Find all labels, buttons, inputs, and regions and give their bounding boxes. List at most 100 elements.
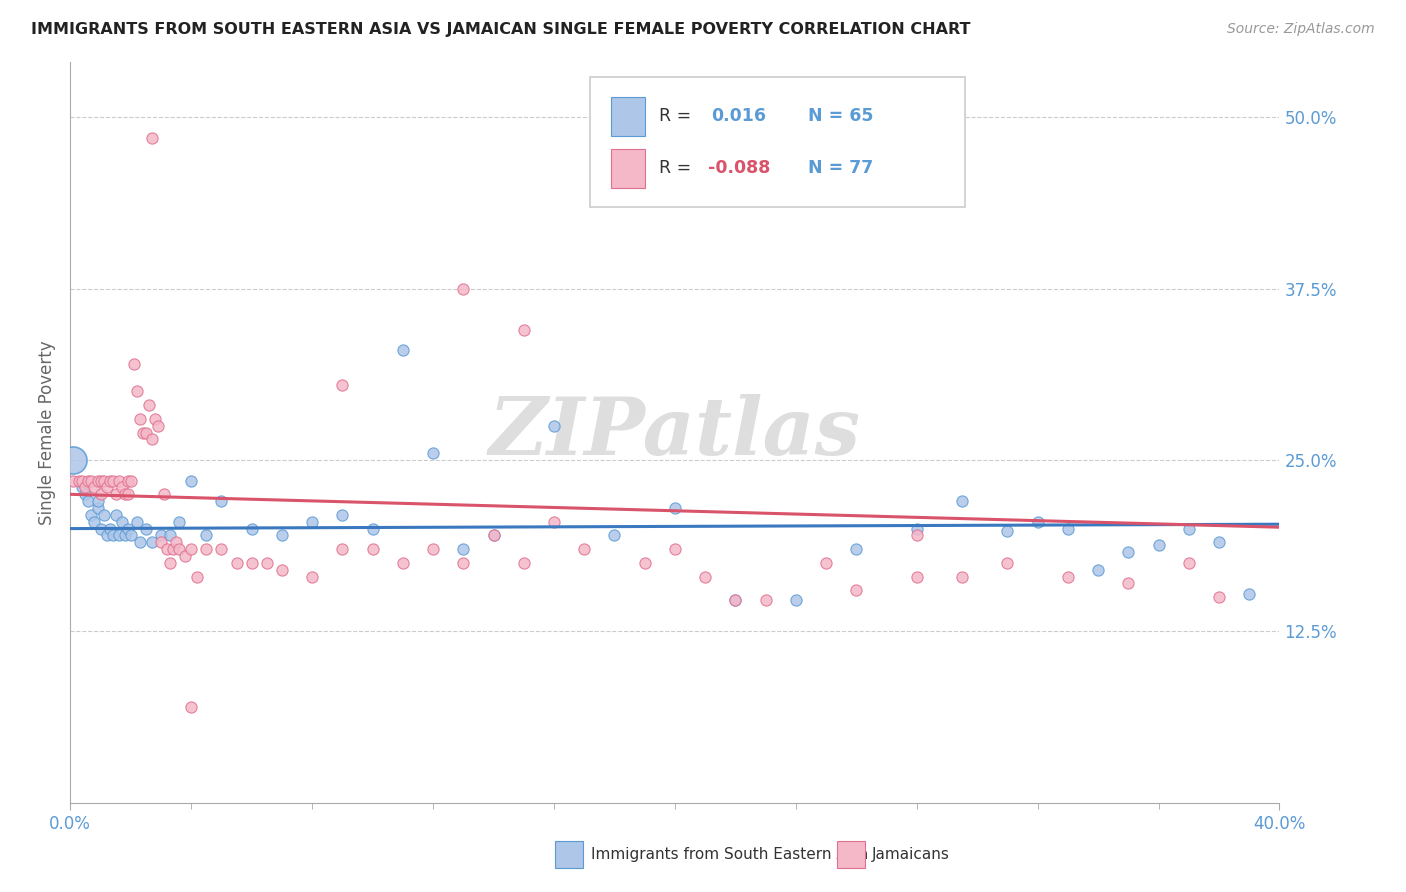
Point <box>101 528 124 542</box>
Point <box>482 528 505 542</box>
Point <box>453 556 475 570</box>
Point <box>96 480 118 494</box>
Point <box>1178 556 1201 570</box>
Bar <box>610 149 645 187</box>
Point <box>125 384 148 399</box>
Text: R =: R = <box>659 160 697 178</box>
Point <box>62 474 84 488</box>
Point <box>120 474 142 488</box>
Point <box>117 487 139 501</box>
Text: Immigrants from South Eastern Asia: Immigrants from South Eastern Asia <box>591 847 868 862</box>
Point <box>664 501 686 516</box>
Point <box>167 542 190 557</box>
Point <box>72 474 94 488</box>
Point <box>513 323 536 337</box>
Point <box>724 593 747 607</box>
Point <box>90 522 111 536</box>
Point <box>125 515 148 529</box>
Point <box>135 425 157 440</box>
Point <box>256 556 278 570</box>
Point <box>180 542 202 557</box>
Point <box>174 549 197 563</box>
Point <box>138 398 160 412</box>
Point <box>180 699 202 714</box>
Point <box>845 583 868 598</box>
Point <box>1208 590 1230 604</box>
Point <box>162 542 184 557</box>
Point <box>1239 587 1261 601</box>
Point <box>482 528 505 542</box>
Point <box>543 418 565 433</box>
Text: Source: ZipAtlas.com: Source: ZipAtlas.com <box>1227 22 1375 37</box>
Point <box>785 593 807 607</box>
Point <box>62 453 84 467</box>
Point <box>1147 538 1170 552</box>
Point <box>114 528 136 542</box>
Text: N = 65: N = 65 <box>808 108 873 126</box>
Point <box>141 131 163 145</box>
Point <box>107 528 129 542</box>
Point <box>80 474 103 488</box>
Point <box>301 515 323 529</box>
Point <box>180 474 202 488</box>
Point <box>1116 576 1139 591</box>
Point <box>391 556 415 570</box>
Point <box>332 377 354 392</box>
Point <box>86 474 108 488</box>
Point <box>96 528 118 542</box>
Text: IMMIGRANTS FROM SOUTH EASTERN ASIA VS JAMAICAN SINGLE FEMALE POVERTY CORRELATION: IMMIGRANTS FROM SOUTH EASTERN ASIA VS JA… <box>31 22 970 37</box>
Point <box>153 487 176 501</box>
Point <box>111 480 134 494</box>
Point <box>165 535 187 549</box>
Point <box>117 522 139 536</box>
Text: R =: R = <box>659 108 697 126</box>
Bar <box>610 97 645 136</box>
Point <box>75 480 97 494</box>
Point <box>754 593 776 607</box>
Point <box>83 480 105 494</box>
Point <box>240 556 263 570</box>
Point <box>90 487 111 501</box>
Point <box>332 508 354 522</box>
Point <box>875 96 898 111</box>
Point <box>574 542 596 557</box>
Point <box>664 542 686 557</box>
Point <box>845 542 868 557</box>
Point <box>211 494 233 508</box>
Point <box>543 515 565 529</box>
Point <box>693 569 716 583</box>
Point <box>1057 522 1080 536</box>
Point <box>422 446 444 460</box>
Point <box>225 556 247 570</box>
Point <box>90 474 111 488</box>
Point <box>101 474 124 488</box>
Point <box>391 343 415 358</box>
Point <box>361 542 384 557</box>
Point <box>135 522 157 536</box>
Point <box>120 528 142 542</box>
Point <box>93 474 115 488</box>
Point <box>422 542 444 557</box>
Point <box>195 528 218 542</box>
Point <box>905 522 928 536</box>
Point <box>86 501 108 516</box>
Point <box>117 474 139 488</box>
Point <box>724 593 747 607</box>
Point <box>141 433 163 447</box>
Point <box>128 412 150 426</box>
Text: ZIPatlas: ZIPatlas <box>489 394 860 471</box>
Point <box>950 494 973 508</box>
Point <box>107 474 129 488</box>
Point <box>77 474 100 488</box>
Point <box>1178 522 1201 536</box>
Point <box>453 542 475 557</box>
Point <box>1116 545 1139 559</box>
Point <box>211 542 233 557</box>
Point <box>995 524 1018 539</box>
Point <box>815 556 838 570</box>
Point <box>1057 569 1080 583</box>
Point <box>75 487 97 501</box>
Point <box>270 528 294 542</box>
Point <box>159 556 181 570</box>
Point <box>104 487 127 501</box>
